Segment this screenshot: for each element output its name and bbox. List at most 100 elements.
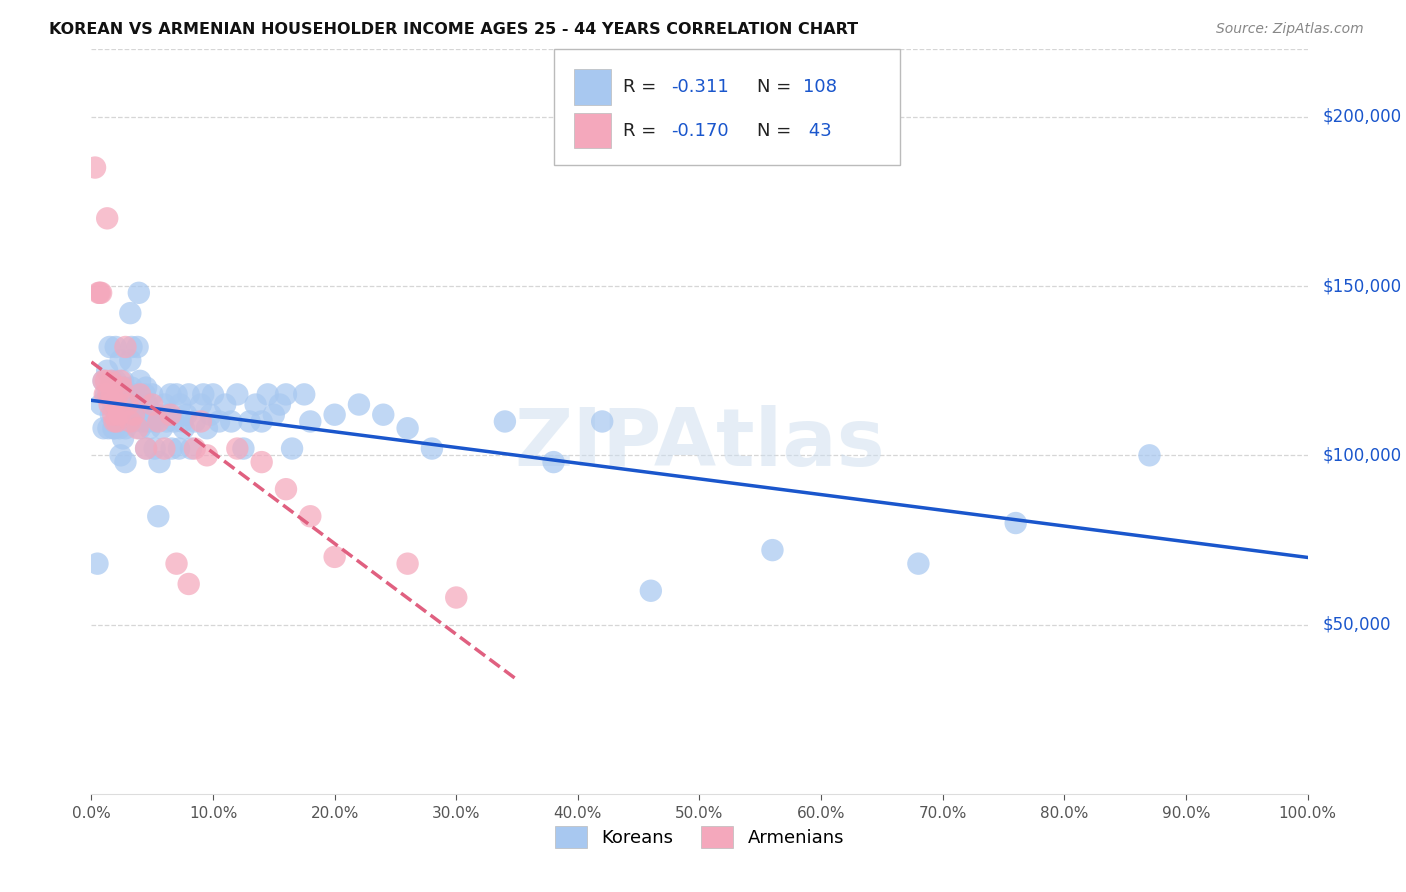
Point: [1139, 448, 1161, 462]
Point: [159, 408, 181, 422]
Text: $50,000: $50,000: [1322, 615, 1391, 633]
Point: [166, 387, 188, 401]
Bar: [574, 70, 610, 105]
Point: [195, 421, 218, 435]
Point: [153, 442, 176, 456]
Point: [396, 557, 419, 571]
Point: [108, 421, 131, 435]
Point: [104, 398, 127, 412]
Point: [100, 374, 122, 388]
Point: [256, 387, 278, 401]
Point: [177, 577, 200, 591]
Point: [124, 398, 146, 412]
Point: [138, 414, 160, 429]
Point: [101, 374, 124, 388]
Point: [103, 421, 125, 435]
Point: [193, 387, 215, 401]
Point: [117, 398, 139, 412]
Point: [190, 398, 212, 412]
Point: [111, 414, 134, 429]
Point: [121, 381, 143, 395]
Point: [148, 414, 170, 429]
Point: [292, 387, 315, 401]
Text: Source: ZipAtlas.com: Source: ZipAtlas.com: [1216, 22, 1364, 37]
Point: [146, 408, 169, 422]
Point: [128, 285, 150, 300]
Text: R =: R =: [623, 121, 657, 139]
Point: [323, 549, 346, 564]
Point: [299, 414, 322, 429]
Text: 108: 108: [803, 78, 837, 96]
Point: [103, 414, 125, 429]
Point: [114, 421, 136, 435]
Point: [129, 387, 152, 401]
Point: [114, 340, 136, 354]
Point: [118, 408, 141, 422]
Point: [591, 414, 613, 429]
Point: [269, 398, 291, 412]
Point: [214, 398, 236, 412]
Point: [274, 482, 297, 496]
Text: KOREAN VS ARMENIAN HOUSEHOLDER INCOME AGES 25 - 44 YEARS CORRELATION CHART: KOREAN VS ARMENIAN HOUSEHOLDER INCOME AG…: [49, 22, 858, 37]
Point: [420, 442, 443, 456]
Point: [129, 421, 152, 435]
Point: [110, 448, 132, 462]
Point: [115, 408, 138, 422]
Point: [120, 306, 142, 320]
Point: [640, 583, 662, 598]
Bar: [574, 112, 610, 148]
Point: [98, 387, 121, 401]
Point: [90, 285, 112, 300]
Point: [94, 374, 117, 388]
Point: [121, 414, 143, 429]
Point: [141, 398, 163, 412]
Point: [184, 414, 207, 429]
Point: [159, 387, 181, 401]
Point: [104, 374, 127, 388]
Point: [97, 387, 120, 401]
Point: [86, 557, 108, 571]
Point: [202, 387, 225, 401]
Point: [84, 161, 107, 175]
Point: [444, 591, 467, 605]
Point: [121, 340, 143, 354]
Point: [105, 414, 128, 429]
Point: [150, 421, 173, 435]
Point: [156, 408, 179, 422]
Point: [103, 398, 125, 412]
Point: [195, 448, 218, 462]
Point: [135, 442, 157, 456]
Point: [107, 387, 129, 401]
Point: [543, 455, 565, 469]
Text: $150,000: $150,000: [1322, 277, 1402, 295]
Point: [250, 414, 273, 429]
Point: [105, 387, 128, 401]
Point: [156, 414, 179, 429]
Point: [219, 414, 242, 429]
Point: [110, 353, 132, 368]
Point: [347, 398, 370, 412]
Point: [135, 381, 157, 395]
Point: [184, 442, 207, 456]
Point: [167, 442, 190, 456]
Text: N =: N =: [756, 121, 792, 139]
Point: [299, 509, 322, 524]
Point: [94, 387, 117, 401]
Text: ZIPAtlas: ZIPAtlas: [515, 405, 884, 483]
Point: [136, 398, 159, 412]
Point: [89, 285, 111, 300]
Point: [208, 414, 231, 429]
Point: [90, 398, 112, 412]
Point: [98, 340, 121, 354]
Point: [139, 421, 162, 435]
Point: [93, 374, 115, 388]
Point: [134, 408, 156, 422]
Point: [111, 374, 134, 388]
Text: R =: R =: [623, 78, 657, 96]
Point: [761, 543, 783, 558]
Point: [108, 408, 131, 422]
Point: [93, 374, 115, 388]
Point: [112, 398, 135, 412]
Point: [93, 421, 115, 435]
Point: [127, 421, 149, 435]
